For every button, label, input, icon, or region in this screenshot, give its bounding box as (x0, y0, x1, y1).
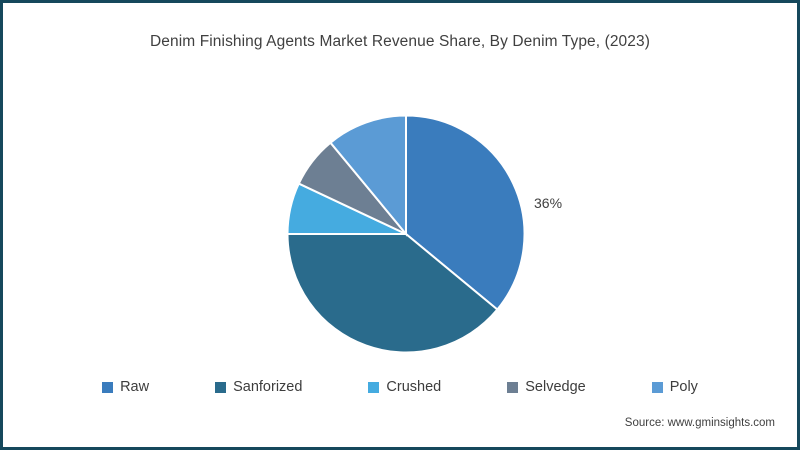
legend-label: Raw (120, 379, 150, 395)
legend-swatch-icon (215, 381, 227, 393)
legend-swatch-icon (651, 381, 663, 393)
legend-label: Poly (669, 379, 698, 395)
legend-item-sanforized[interactable]: Sanforized (215, 379, 302, 395)
pie-slice-group (287, 115, 525, 353)
pie-slice-sanforized[interactable] (287, 233, 499, 353)
chart-legend: Raw Sanforized Crushed Selvedge Poly (3, 379, 797, 395)
chart-title: Denim Finishing Agents Market Revenue Sh… (150, 33, 650, 50)
pie-slice-poly[interactable] (329, 115, 407, 237)
pie-svg (287, 115, 525, 353)
legend-item-selvedge[interactable]: Selvedge (507, 379, 586, 395)
pie-slice-raw[interactable] (405, 115, 525, 311)
legend-swatch-icon (507, 381, 519, 393)
legend-item-poly[interactable]: Poly (651, 379, 698, 395)
pie-chart (287, 115, 525, 353)
legend-label: Sanforized (233, 379, 303, 395)
legend-label: Selvedge (525, 379, 586, 395)
data-label-raw: 36% (534, 195, 563, 211)
legend-swatch-icon (368, 381, 380, 393)
legend-item-raw[interactable]: Raw (102, 379, 149, 395)
legend-swatch-icon (102, 381, 114, 393)
legend-item-crushed[interactable]: Crushed (368, 379, 441, 395)
legend-label: Crushed (386, 379, 442, 395)
source-caption: Source: www.gminsights.com (624, 417, 775, 429)
